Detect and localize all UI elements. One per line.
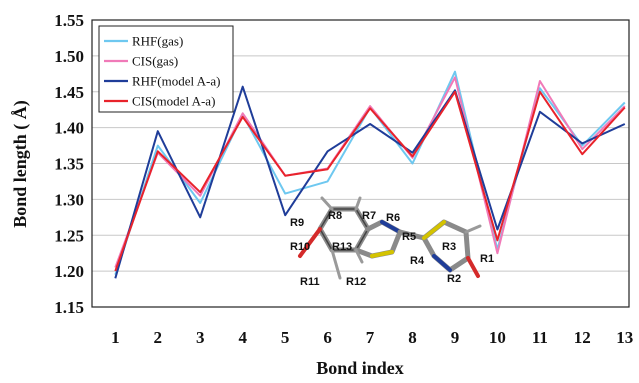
- y-tick-label: 1.55: [54, 11, 84, 30]
- legend: RHF(gas) CIS(gas) RHF(model A-a) CIS(model …: [98, 25, 234, 113]
- mol-label-r7: R7: [362, 210, 376, 222]
- y-tick-label: 1.25: [54, 226, 84, 245]
- mol-label-r8: R8: [328, 210, 342, 222]
- series-line-4: [114, 90, 626, 272]
- x-tick-label: 2: [154, 328, 163, 347]
- legend-label: RHF(gas): [132, 34, 183, 49]
- mol-label-r6: R6: [386, 212, 400, 224]
- y-tick-label: 1.50: [54, 47, 84, 66]
- mol-label-r5: R5: [402, 231, 416, 243]
- y-tick-label: 1.30: [54, 190, 84, 209]
- mol-label-r4: R4: [410, 255, 425, 267]
- x-tick-label: 6: [323, 328, 332, 347]
- mol-label-r12: R12: [346, 276, 366, 288]
- y-tick-label: 1.40: [54, 119, 84, 138]
- y-tick-label: 1.45: [54, 83, 84, 102]
- legend-label: RHF(model A-a): [132, 74, 220, 89]
- x-tick-label: 11: [532, 328, 548, 347]
- legend-label: CIS(gas): [132, 54, 178, 69]
- x-axis-title: Bond index: [316, 358, 404, 378]
- x-tick-label: 10: [489, 328, 506, 347]
- x-tick-label: 12: [574, 328, 591, 347]
- series-line-3: [114, 85, 626, 279]
- y-tick-labels: 1.15 1.20 1.25 1.30 1.35 1.40 1.45 1.50 1.55: [54, 11, 84, 317]
- molecule-bond-labels: R1 R2 R3 R4 R5 R6 R7 R8 R9 R10 R11 R12 R…: [290, 210, 494, 288]
- mol-label-r2: R2: [447, 273, 461, 285]
- x-tick-label: 8: [408, 328, 417, 347]
- y-tick-label: 1.20: [54, 262, 84, 281]
- molecule-structure: [298, 196, 482, 280]
- x-tick-label: 1: [111, 328, 120, 347]
- mol-label-r1: R1: [480, 253, 494, 265]
- y-tick-label: 1.15: [54, 298, 84, 317]
- mol-label-r3: R3: [442, 241, 456, 253]
- x-tick-labels: 1 2 3 4 5 6 7 8 9 10 11 12 13: [111, 328, 633, 347]
- series-lines: [114, 70, 626, 279]
- x-tick-label: 9: [451, 328, 460, 347]
- x-tick-label: 7: [366, 328, 375, 347]
- x-tick-label: 3: [196, 328, 205, 347]
- plot-frame: [91, 19, 630, 308]
- x-tick-label: 5: [281, 328, 290, 347]
- mol-label-r11: R11: [300, 276, 320, 288]
- x-tick-label: 13: [616, 328, 633, 347]
- y-axis-title: Bond length ( Å): [10, 100, 31, 228]
- mol-label-r13: R13: [332, 241, 352, 253]
- x-tick-label: 4: [238, 328, 247, 347]
- y-tick-label: 1.35: [54, 155, 84, 174]
- legend-label: CIS(model A-a): [132, 94, 215, 109]
- mol-label-r9: R9: [290, 217, 304, 229]
- series-line-2: [114, 76, 626, 268]
- mol-label-r10: R10: [290, 241, 310, 253]
